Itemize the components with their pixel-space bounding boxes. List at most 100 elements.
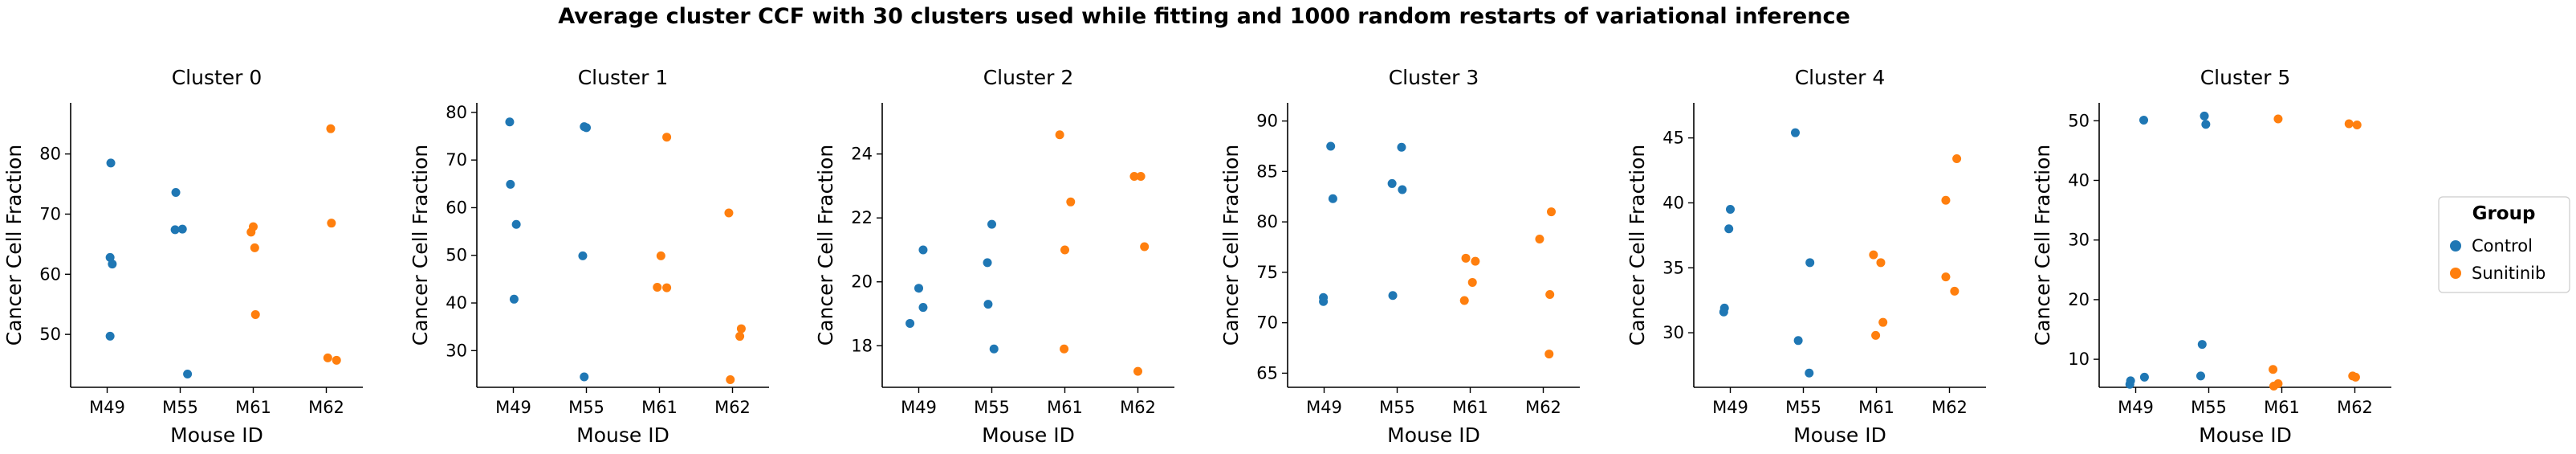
data-point-sunitinib (1876, 258, 1886, 268)
data-point-control (505, 117, 515, 127)
data-point-control (905, 318, 915, 328)
data-point-control (580, 372, 589, 382)
data-point-control (1726, 205, 1735, 215)
chart-panel-4: Cluster 4 30 35 40 45 M49 M55 M61 M62 Mouse ID Can… (1626, 66, 1986, 447)
data-point-sunitinib (1136, 171, 1146, 181)
chart-panels: Cluster 0 50 60 70 80 M49 M55 M61 M62 Mouse ID Can… (2, 66, 2391, 447)
data-point-sunitinib (1544, 350, 1554, 359)
x-tick-label: M55 (974, 398, 1010, 417)
data-point-control (918, 303, 928, 313)
y-tick-label: 80 (1256, 212, 1278, 231)
y-tick-label: 50 (2068, 111, 2090, 130)
data-point-sunitinib (1133, 366, 1142, 376)
data-point-control (108, 260, 117, 269)
y-tick-label: 80 (39, 145, 61, 164)
data-point-sunitinib (249, 222, 258, 231)
x-tick-label: M61 (1858, 398, 1894, 417)
y-axis-label: Cancer Cell Fraction (814, 145, 837, 346)
y-axis-label: Cancer Cell Fraction (2031, 145, 2054, 346)
y-tick-label: 30 (1662, 323, 1684, 342)
y-tick-label: 40 (2068, 170, 2090, 190)
data-point-control (183, 370, 193, 379)
data-point-sunitinib (726, 375, 735, 385)
data-point-sunitinib (1129, 171, 1139, 181)
data-point-control (983, 258, 992, 268)
x-tick-label: M49 (1306, 398, 1342, 417)
data-point-control (1790, 128, 1800, 137)
legend-marker-sunitinib (2450, 268, 2461, 279)
data-point-control (580, 122, 589, 132)
data-point-control (918, 245, 928, 255)
data-point-sunitinib (1941, 195, 1951, 205)
data-point-control (914, 284, 923, 293)
data-point-sunitinib (1545, 290, 1555, 300)
data-point-sunitinib (1140, 242, 1150, 252)
data-point-sunitinib (1060, 245, 1069, 255)
y-tick-label: 50 (39, 325, 61, 344)
y-tick-label: 70 (39, 204, 61, 223)
data-point-sunitinib (1871, 330, 1881, 340)
x-tick-label: M61 (2264, 398, 2300, 417)
y-tick-label: 35 (1662, 258, 1684, 277)
data-point-control (1724, 224, 1734, 234)
data-point-sunitinib (2348, 371, 2358, 381)
y-tick-label: 75 (1256, 263, 1278, 282)
x-tick-label: M61 (1047, 398, 1083, 417)
x-tick-label: M62 (1525, 398, 1561, 417)
panel-title: Cluster 3 (1389, 66, 1479, 89)
data-point-control (2200, 111, 2209, 121)
x-tick-label: M49 (495, 398, 531, 417)
data-point-control (2197, 340, 2207, 350)
y-tick-label: 22 (851, 208, 873, 227)
data-point-sunitinib (250, 309, 260, 319)
data-point-sunitinib (2344, 119, 2354, 129)
data-point-sunitinib (653, 282, 662, 292)
chart-panel-5: Cluster 5 10 20 30 40 50 M49 M55 M61 M62 Mouse ID C… (2031, 66, 2391, 447)
data-point-control (1398, 185, 1407, 194)
data-point-sunitinib (662, 283, 672, 292)
legend-frame (2438, 196, 2570, 293)
data-point-sunitinib (736, 324, 746, 333)
data-point-control (106, 158, 116, 168)
data-point-control (1319, 297, 1329, 306)
data-point-control (1805, 258, 1815, 268)
data-point-sunitinib (1547, 207, 1557, 217)
x-tick-label: M55 (162, 398, 198, 417)
y-axis-label: Cancer Cell Fraction (1626, 145, 1649, 346)
x-tick-label: M55 (568, 398, 604, 417)
y-tick-label: 70 (446, 150, 467, 170)
chart-panel-2: Cluster 2 18 20 22 24 M49 M55 M61 M62 Mouse ID Can… (814, 66, 1174, 447)
x-tick-label: M49 (2118, 398, 2154, 417)
x-tick-label: M61 (235, 398, 271, 417)
x-tick-label: M61 (641, 398, 678, 417)
data-point-control (509, 294, 519, 304)
data-point-control (2125, 379, 2134, 389)
data-point-sunitinib (724, 208, 734, 218)
data-point-control (1388, 291, 1398, 301)
y-tick-label: 60 (446, 198, 467, 217)
panel-title: Cluster 2 (983, 66, 1074, 89)
data-point-control (989, 344, 999, 354)
y-tick-label: 40 (446, 293, 467, 313)
y-tick-label: 18 (851, 336, 873, 355)
panel-title: Cluster 0 (172, 66, 262, 89)
data-point-sunitinib (332, 355, 341, 365)
data-point-control (105, 331, 115, 341)
y-tick-label: 45 (1662, 129, 1684, 148)
data-point-sunitinib (2269, 382, 2278, 391)
y-tick-label: 40 (1662, 193, 1684, 212)
x-tick-label: M62 (714, 398, 751, 417)
y-axis-label: Cancer Cell Fraction (2, 145, 26, 346)
data-point-control (1326, 141, 1336, 151)
y-tick-label: 20 (2068, 290, 2090, 309)
data-point-control (987, 219, 996, 229)
data-point-sunitinib (323, 353, 332, 362)
x-axis-label: Mouse ID (170, 423, 263, 447)
x-tick-label: M62 (1931, 398, 1968, 417)
x-tick-label: M49 (901, 398, 937, 417)
data-point-control (1387, 178, 1397, 188)
panel-title: Cluster 1 (578, 66, 669, 89)
y-tick-label: 65 (1256, 363, 1278, 382)
data-point-sunitinib (1535, 234, 1544, 243)
x-tick-label: M62 (1120, 398, 1156, 417)
